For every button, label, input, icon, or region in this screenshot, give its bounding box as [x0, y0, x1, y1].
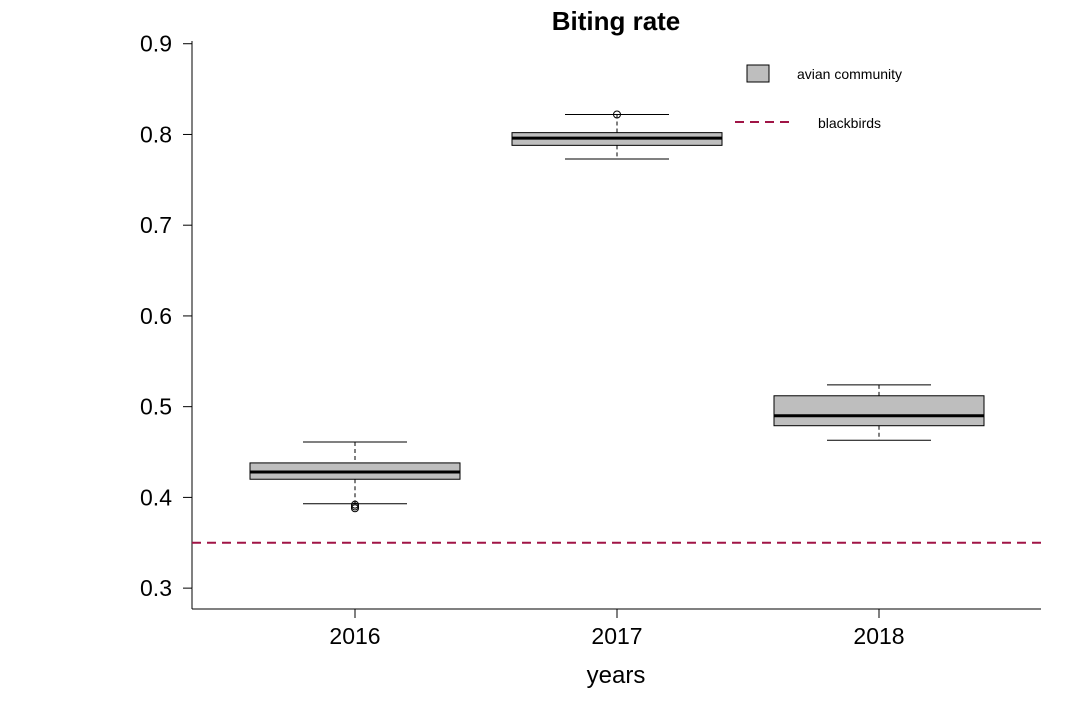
x-tick-label: 2016: [329, 623, 380, 649]
y-tick-label: 0.5: [140, 394, 172, 420]
outlier-point: [351, 500, 359, 509]
box-iqr: [773, 395, 985, 427]
y-tick-label: 0.7: [140, 212, 172, 238]
x-tick-label: 2017: [591, 623, 642, 649]
plot-area: [192, 110, 1041, 544]
x-axis-label: years: [587, 662, 646, 689]
boxplot-2018: [773, 384, 985, 441]
x-axis: 2016 2017 2018: [192, 608, 1041, 649]
y-tick-label: 0.9: [140, 31, 172, 57]
chart-title: Biting rate: [552, 6, 681, 36]
y-axis: 0.3 0.4 0.5 0.6 0.7 0.8 0.9: [140, 31, 193, 609]
boxplot-2017: [511, 110, 723, 160]
y-tick-label: 0.6: [140, 303, 172, 329]
legend-label-avian-community: avian community: [797, 66, 902, 82]
boxplot-2016: [249, 441, 461, 513]
y-tick-label: 0.3: [140, 575, 172, 601]
x-tick-label: 2018: [853, 623, 904, 649]
y-tick-label: 0.8: [140, 121, 172, 147]
legend-label-blackbirds: blackbirds: [818, 115, 881, 131]
y-tick-label: 0.4: [140, 484, 172, 510]
legend: avian community blackbirds: [735, 64, 902, 131]
outlier-point: [613, 110, 621, 119]
legend-box-swatch: [746, 64, 770, 83]
